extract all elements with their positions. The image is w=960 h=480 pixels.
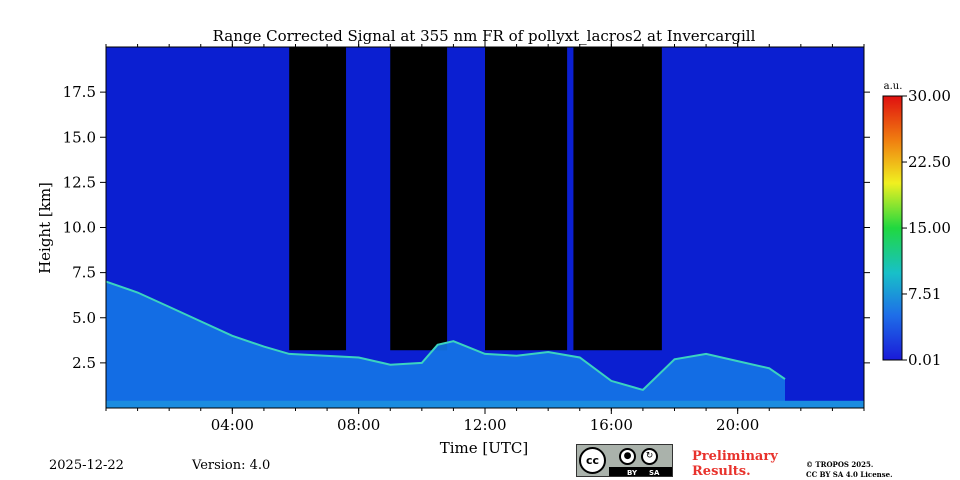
- footer-date: 2025-12-22: [49, 458, 124, 473]
- copyright-line-2: CC BY SA 4.0 License.: [806, 470, 893, 479]
- near-ground-band: [106, 400, 864, 408]
- colorbar-ticks: 0.01 7.51 15.00 22.50 30.00: [902, 87, 951, 369]
- y-tick-label: 5.0: [72, 309, 96, 327]
- y-tick-label: 7.5: [72, 264, 96, 282]
- colorbar: a.u. 0.01 7.51 15.00 22.50 30.00: [882, 81, 951, 369]
- y-tick-label: 17.5: [63, 83, 96, 101]
- boundary-layer-top-line: [106, 280, 786, 392]
- signal-heatmap: [106, 47, 864, 408]
- colorbar-tick-label: 30.00: [908, 87, 951, 105]
- clear-sky-region: [289, 47, 347, 351]
- badge-sa-label: SA: [649, 469, 660, 477]
- y-tick-label: 15.0: [63, 128, 96, 146]
- x-tick-label: 20:00: [716, 416, 759, 434]
- x-tick-label: 16:00: [590, 416, 633, 434]
- footer-version: Version: 4.0: [192, 458, 271, 473]
- clear-sky-region: [485, 47, 568, 351]
- x-axis: 04:00 08:00 12:00 16:00 20:00: [105, 41, 865, 434]
- colorbar-tick-label: 22.50: [908, 153, 951, 171]
- x-axis-label: Time [UTC]: [440, 439, 529, 457]
- x-tick-label: 08:00: [337, 416, 380, 434]
- sa-share-alike-icon: ↻: [641, 448, 658, 465]
- colorbar-unit-label: a.u.: [884, 81, 903, 92]
- clear-sky-region: [390, 47, 448, 351]
- colorbar-gradient: [882, 95, 903, 361]
- chart-title: Range Corrected Signal at 355 nm FR of p…: [213, 27, 756, 45]
- colorbar-tick-label: 7.51: [908, 285, 941, 303]
- y-tick-label: 2.5: [72, 354, 96, 372]
- boundary-layer-area: [106, 281, 785, 408]
- badge-by-label: BY: [627, 469, 638, 477]
- cc-license-badge: cc ● ↻ BY SA: [576, 444, 673, 477]
- badge-label-strip: [609, 467, 672, 476]
- y-axis-label: Height [km]: [36, 182, 54, 274]
- y-axis: 2.5 5.0 7.5 10.0 12.5 15.0 17.5: [63, 83, 870, 372]
- y-tick-label: 12.5: [63, 173, 96, 191]
- copyright-note: © TROPOS 2025. CC BY SA 4.0 License.: [806, 460, 893, 480]
- preliminary-results-note: Preliminary Results.: [692, 449, 778, 479]
- y-tick-label: 10.0: [63, 219, 96, 237]
- plot-area: [105, 46, 865, 409]
- x-tick-label: 12:00: [463, 416, 506, 434]
- cc-logo-icon: cc: [579, 447, 606, 474]
- x-tick-label: 04:00: [211, 416, 254, 434]
- clear-sky-region: [573, 47, 662, 351]
- colorbar-tick-label: 0.01: [908, 351, 941, 369]
- by-attribution-icon: ●: [619, 448, 636, 465]
- colorbar-tick-label: 15.00: [908, 219, 951, 237]
- copyright-line-1: © TROPOS 2025.: [806, 460, 874, 469]
